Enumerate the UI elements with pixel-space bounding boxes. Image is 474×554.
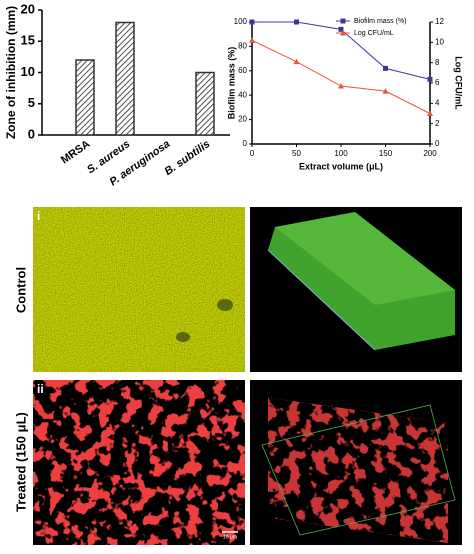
y2-tick-label: 6 <box>435 78 440 87</box>
panel-label: ii <box>37 382 44 396</box>
row-label: Treated (150 μL) <box>13 412 28 512</box>
x-tick-label: 100 <box>334 149 348 158</box>
bar <box>75 59 95 136</box>
legend-label: Log CFU/mL <box>354 30 394 37</box>
x-tick-label: 150 <box>379 149 393 158</box>
bar <box>115 21 135 136</box>
x-tick-label: MRSA <box>59 138 92 166</box>
y2-tick-label: 12 <box>435 17 444 26</box>
marker <box>338 26 344 32</box>
y-tick-label: 100 <box>234 17 248 26</box>
marker <box>294 19 299 25</box>
y-tick-label: 10 <box>21 64 35 79</box>
marker <box>340 18 346 24</box>
y-tick-label: 15 <box>21 33 35 48</box>
scale-bar-label: 10 μm <box>223 534 237 540</box>
y2-axis-label: Log CFU/mL <box>454 56 464 110</box>
row-label: Control <box>13 267 28 313</box>
y-axis-label: Biofilm mass (%) <box>226 47 236 120</box>
y-tick-label: 0 <box>243 139 248 148</box>
panel-label: i <box>37 209 40 223</box>
marker <box>340 30 346 36</box>
marker <box>427 110 433 116</box>
marker <box>249 19 255 25</box>
marker <box>249 37 255 43</box>
image-control-2d <box>33 207 245 372</box>
marker <box>383 65 388 71</box>
y2-tick-label: 2 <box>435 119 440 128</box>
y-tick-label: 20 <box>238 115 247 124</box>
y-tick-label: 40 <box>238 90 247 99</box>
y2-tick-label: 10 <box>435 37 444 46</box>
y2-tick-label: 0 <box>435 139 440 148</box>
image-treated-2d <box>33 380 245 545</box>
image-control-3d <box>250 207 462 372</box>
marker <box>382 88 389 94</box>
y-tick-label: 0 <box>28 126 35 141</box>
marker <box>427 76 433 82</box>
y-tick-label: 5 <box>28 95 35 110</box>
marker <box>338 83 344 89</box>
y2-tick-label: 8 <box>435 58 440 67</box>
y-tick-label: 60 <box>238 66 247 75</box>
y-tick-label: 20 <box>21 1 35 16</box>
y2-tick-label: 4 <box>435 98 440 107</box>
marker <box>293 58 300 65</box>
y-axis-label: Zone of inhibition (mm) <box>4 6 18 139</box>
y-tick-label: 80 <box>238 42 247 51</box>
x-tick-label: 200 <box>423 149 437 158</box>
legend-label: Biofilm mass (%) <box>354 18 407 25</box>
image-treated-3d <box>250 380 462 545</box>
series-line <box>251 39 431 114</box>
bar <box>195 71 215 136</box>
x-tick-label: 0 <box>250 149 255 158</box>
x-tick-label: B. subtilis <box>162 138 212 178</box>
x-axis-label: Extract volume (μL) <box>299 161 383 171</box>
x-tick-label: 50 <box>292 149 301 158</box>
axis <box>251 22 431 145</box>
